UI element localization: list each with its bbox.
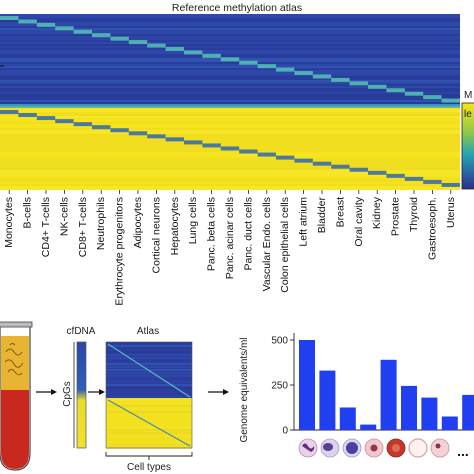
lymphocyte-cell-icon xyxy=(342,438,362,458)
cell-type-label: Adipocytes xyxy=(132,197,144,248)
monocyte-cell-icon xyxy=(320,438,340,458)
bar xyxy=(339,407,356,430)
erythrocyte-cell-icon xyxy=(386,438,406,458)
cell-type-label: CD4+ T-cells xyxy=(40,197,52,257)
cell-type-label: Kidney xyxy=(371,196,383,229)
cell-type-label: Bladder xyxy=(316,197,328,234)
colorbar-label-line1: M xyxy=(464,90,472,101)
cell-type-label: Oral cavity xyxy=(353,196,365,246)
atlas-cell-type-labels: Monocytes B-cells CD4+ T-cells NK-cells CD8+… xyxy=(3,190,457,306)
adipocyte-cell-icon xyxy=(408,438,428,458)
cell-types-bracket xyxy=(105,452,193,460)
cell-type-label: Breast xyxy=(334,197,346,227)
bar xyxy=(380,359,397,430)
cell-type-label: Cortical neurons xyxy=(150,197,162,273)
cell-type-label: Left atrium xyxy=(298,197,310,247)
neutrophil-cell-icon xyxy=(298,438,318,458)
cfdna-label: cfDNA xyxy=(67,326,96,337)
cell-type-label: Prostate xyxy=(390,197,402,236)
cell-types-label: Cell types xyxy=(127,462,171,473)
atlas-heatmap xyxy=(0,14,460,190)
tube-liquid xyxy=(1,390,29,469)
cell-type-label: NK-cells xyxy=(58,197,70,236)
bar xyxy=(401,385,417,430)
cell-type-label: Thyroid xyxy=(408,197,420,232)
cell-type-label: Neutrophils xyxy=(95,197,107,250)
more-ellipsis: ... xyxy=(457,443,469,459)
y-tick-label: 0 xyxy=(282,426,288,437)
bar xyxy=(441,416,458,430)
bar xyxy=(421,397,438,430)
cell-type-label: Panc. acinar cells xyxy=(224,197,236,279)
atlas-title: Reference methylation atlas xyxy=(172,2,302,14)
bar xyxy=(299,340,315,430)
genome-equivalents-bar-chart: Genome equivalents/ml 0 250 500 xyxy=(239,333,474,443)
tube-plasma xyxy=(1,336,29,390)
bar xyxy=(319,370,336,430)
cell-type-label: Erythrocyte progenitors xyxy=(114,197,126,306)
hepatocyte-cell-icon xyxy=(364,438,384,458)
cpgs-label: CpGs xyxy=(62,381,73,407)
mini-atlas-heatmap xyxy=(105,341,193,449)
cell-type-label: Colon epithelial cells xyxy=(279,197,291,293)
cell-type-label: CD8+ T-cells xyxy=(77,197,89,257)
cell-type-label: Panc. duct cells xyxy=(242,197,254,271)
colorbar-label-line2: le xyxy=(464,109,472,120)
cell-type-label: Panc. beta cells xyxy=(206,197,218,271)
arrow-cfdna-to-atlas xyxy=(88,389,105,395)
y-tick-label: 250 xyxy=(271,381,288,392)
blood-tube xyxy=(0,321,33,471)
chart-ylabel: Genome equivalents/ml xyxy=(239,337,250,442)
cell-type-label: Hepatocytes xyxy=(169,197,181,255)
cell-type-label: B-cells xyxy=(22,197,34,229)
epithelial-cell-icon xyxy=(430,438,450,458)
cfdna-column xyxy=(76,341,87,449)
bar xyxy=(462,394,474,430)
dna-squiggle xyxy=(4,343,24,376)
arrow-atlas-to-chart xyxy=(208,389,229,395)
tube-cap xyxy=(0,321,33,328)
cell-type-label: Lung cells xyxy=(187,197,199,244)
cell-icons xyxy=(298,438,450,458)
mini-atlas-label: Atlas xyxy=(137,326,159,337)
cell-type-label: Monocytes xyxy=(3,197,15,248)
cell-type-label: Gastroesoph. xyxy=(426,197,438,260)
y-tick-label: 500 xyxy=(271,336,288,347)
bar xyxy=(360,424,377,430)
colorbar xyxy=(461,102,474,190)
cell-type-label: Uterus xyxy=(445,197,457,228)
cell-type-label: Vascular Endo. cells xyxy=(261,197,273,291)
arrow-tube-to-cfdna xyxy=(36,389,57,395)
